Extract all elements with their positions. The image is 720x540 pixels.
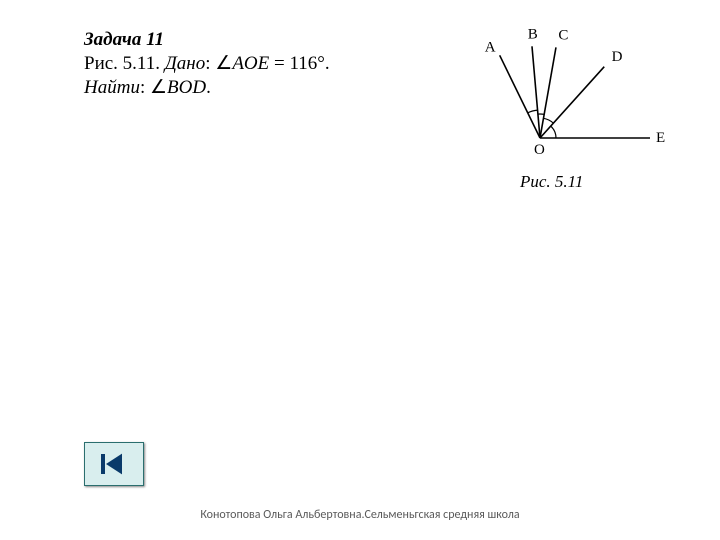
svg-text:E: E [656, 130, 665, 146]
problem-find-line: Найти: ∠BOD. [84, 76, 424, 100]
diagram-svg: A B C D E O [470, 18, 690, 188]
problem-title: Задача 11 [84, 28, 424, 52]
angle-symbol-2: ∠ [150, 77, 167, 98]
diagram-caption: Рис. 5.11 [520, 172, 583, 192]
given-label: Дано [165, 53, 206, 74]
svg-text:A: A [485, 40, 496, 56]
colon1: : [205, 53, 215, 74]
svg-text:D: D [612, 49, 623, 65]
angle-diagram: A B C D E O [470, 18, 690, 188]
svg-text:C: C [558, 27, 568, 43]
line2-end: . [206, 77, 211, 98]
back-button[interactable] [84, 442, 144, 486]
svg-text:O: O [534, 142, 545, 158]
svg-text:B: B [528, 26, 538, 42]
footer-credit: Конотопова Ольга Альбертовна.Сельменьгск… [0, 508, 720, 522]
angle1-name: AOE [232, 53, 269, 74]
find-label: Найти [84, 77, 140, 98]
colon2: : [140, 77, 150, 98]
angle-symbol-1: ∠ [215, 53, 232, 74]
angle1-value: = 116°. [269, 53, 329, 74]
fig-ref: Рис. 5.11. [84, 53, 165, 74]
back-icon [94, 450, 134, 478]
problem-text: Задача 11 Рис. 5.11. Дано: ∠AOE = 116°. … [84, 28, 424, 99]
problem-given-line: Рис. 5.11. Дано: ∠AOE = 116°. [84, 52, 424, 76]
angle2-name: BOD [167, 77, 206, 98]
